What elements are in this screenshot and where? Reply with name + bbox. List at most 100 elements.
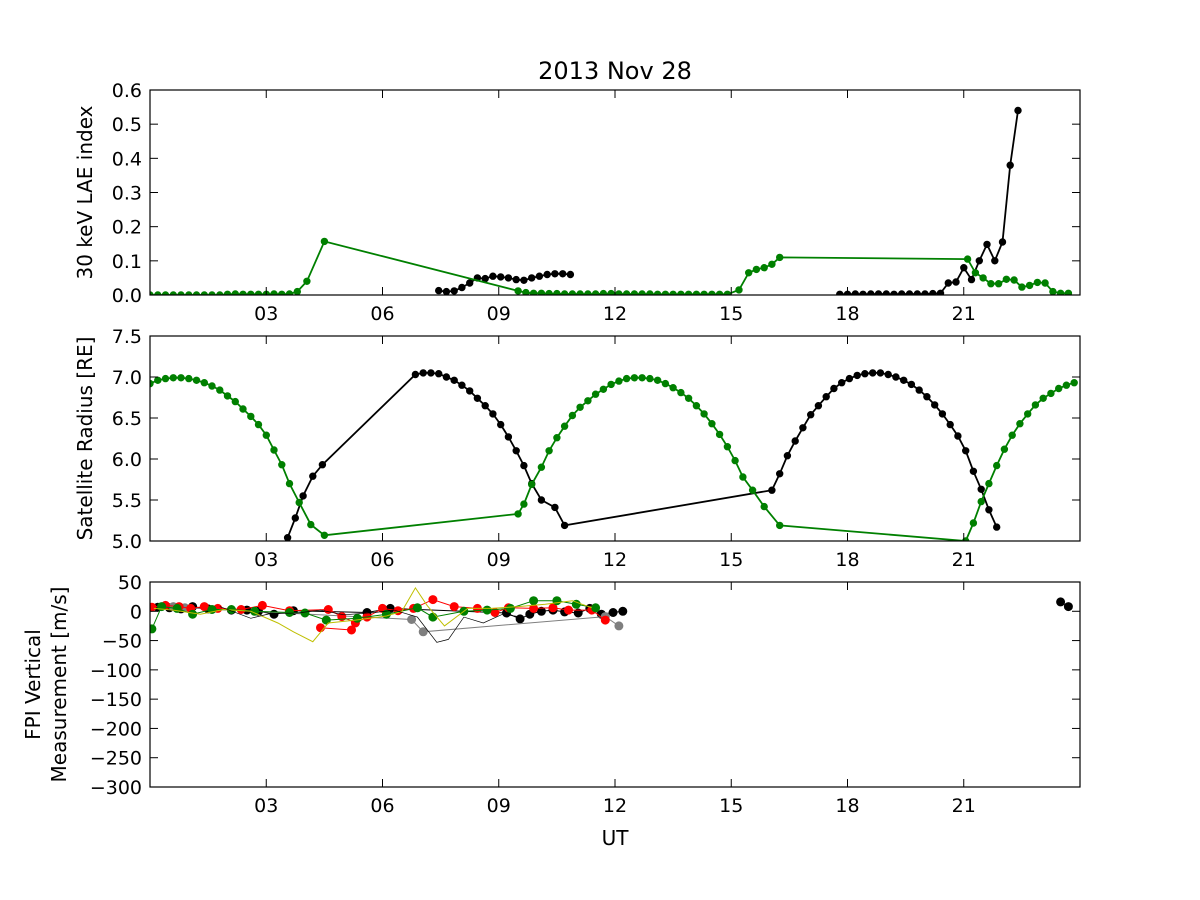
data-point [836, 290, 844, 295]
data-point [321, 615, 331, 625]
data-point [1033, 278, 1042, 287]
data-point [971, 269, 980, 277]
y-tick-label: −100 [90, 660, 142, 682]
y-tick-label: 0.6 [112, 80, 142, 102]
data-point [576, 403, 584, 411]
data-point [630, 290, 639, 295]
data-point [529, 289, 538, 295]
data-point [998, 238, 1007, 246]
axes-frame [149, 335, 1081, 542]
data-point [993, 523, 1001, 531]
data-point [987, 280, 995, 288]
data-point [428, 612, 438, 622]
data-point [985, 479, 993, 488]
data-point [618, 606, 628, 616]
data-point [708, 290, 716, 295]
data-point [161, 374, 170, 383]
data-point [270, 290, 278, 295]
data-point [677, 290, 685, 295]
data-point [783, 452, 792, 460]
data-point [291, 514, 299, 522]
data-point [936, 289, 945, 295]
data-point [614, 621, 624, 631]
y-tick-label: −150 [90, 689, 142, 711]
x-tick-label: 21 [952, 549, 976, 571]
x-tick-label: 12 [603, 795, 627, 817]
data-point [199, 602, 209, 612]
data-point [285, 290, 294, 295]
data-point [257, 600, 267, 610]
series-1 [150, 237, 1073, 295]
x-tick-label: 15 [719, 303, 743, 325]
series-line [150, 376, 1075, 541]
data-point [599, 385, 608, 393]
data-point [262, 431, 270, 439]
data-point [442, 373, 451, 381]
data-point [931, 401, 939, 409]
data-point [435, 370, 443, 378]
data-point [504, 274, 513, 282]
series-line [150, 240, 1069, 295]
data-point [929, 289, 937, 295]
data-point [1006, 161, 1014, 169]
data-point [553, 434, 561, 442]
data-point [520, 500, 528, 508]
data-point [983, 240, 991, 249]
data-point [188, 609, 198, 619]
data-point [723, 290, 732, 295]
data-point [1063, 602, 1073, 612]
y-axis-label: Satellite Radius [RE] [73, 337, 97, 541]
data-point [231, 397, 240, 406]
series-4 [153, 586, 592, 643]
y-axis-label: Measurement [m/s] [47, 587, 71, 783]
x-tick-label: 09 [487, 303, 511, 325]
data-point [715, 430, 724, 439]
series-0 [435, 106, 1022, 295]
data-point [963, 255, 972, 263]
data-point [537, 463, 546, 471]
data-point [1024, 410, 1032, 418]
data-point [985, 506, 993, 514]
data-point [576, 290, 584, 295]
data-point [646, 374, 654, 383]
series-line [153, 586, 592, 643]
data-point [347, 625, 356, 635]
data-point [615, 377, 623, 385]
data-point [560, 521, 569, 530]
data-point [320, 531, 329, 539]
data-point [1031, 401, 1040, 409]
data-point [512, 447, 520, 455]
y-tick-label: 7.5 [112, 326, 142, 348]
data-point [822, 393, 830, 401]
data-point [473, 394, 482, 402]
data-point [952, 278, 960, 286]
data-point [1018, 283, 1026, 291]
data-point [991, 257, 999, 265]
data-point [684, 290, 693, 295]
data-point [504, 433, 513, 441]
plot-area [150, 586, 1073, 643]
y-tick-label: 5.0 [112, 531, 142, 553]
data-point [700, 410, 708, 418]
data-point [1002, 275, 1011, 283]
data-point [969, 519, 978, 527]
series-1 [150, 374, 1078, 541]
data-point [320, 237, 329, 246]
data-point [700, 290, 708, 295]
data-point [979, 274, 987, 282]
data-point [876, 369, 885, 377]
data-point [450, 287, 458, 295]
data-point [923, 393, 931, 401]
data-point [900, 376, 908, 384]
data-point [905, 290, 914, 295]
data-point [545, 447, 553, 455]
data-point [907, 380, 916, 389]
data-point [760, 502, 768, 511]
y-tick-label: 5.5 [112, 490, 142, 512]
x-tick-label: 18 [835, 303, 859, 325]
data-point [745, 269, 753, 277]
data-point [760, 264, 768, 272]
data-point [316, 623, 325, 633]
y-tick-label: 0.0 [112, 285, 142, 307]
data-point [969, 467, 978, 475]
